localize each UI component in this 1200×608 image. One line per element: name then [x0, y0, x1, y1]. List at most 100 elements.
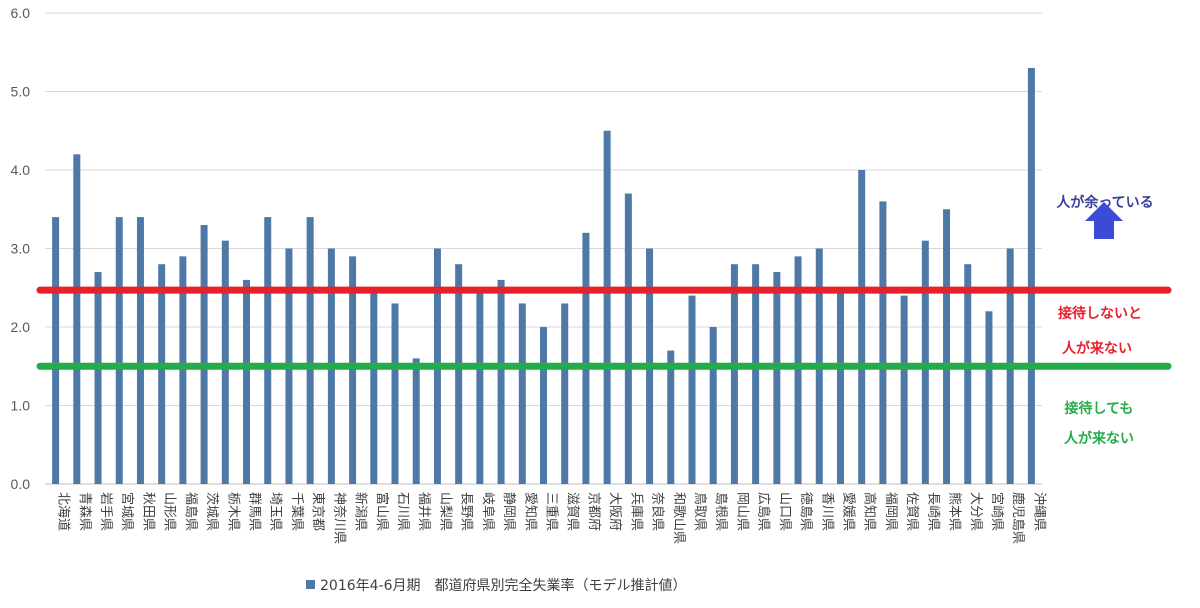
category-label: 高知県	[862, 492, 878, 531]
bar	[582, 232, 590, 484]
category-label: 青森県	[77, 492, 92, 531]
category-label: 和歌山県	[671, 492, 686, 544]
category-label: 大阪府	[607, 492, 622, 531]
category-label: 広島県	[756, 492, 771, 531]
category-label: 奈良県	[650, 492, 666, 531]
bar	[879, 201, 887, 484]
bar	[709, 327, 717, 484]
category-label: 福岡県	[883, 492, 898, 531]
bar	[900, 295, 908, 484]
category-label: 福島県	[183, 492, 198, 531]
category-label: 北海道	[56, 492, 71, 531]
bar	[412, 358, 420, 484]
bar	[476, 287, 484, 484]
category-label: 徳島県	[798, 492, 813, 531]
bar	[455, 264, 463, 484]
category-label: 栃木県	[225, 492, 240, 531]
bar	[158, 264, 166, 484]
category-label: 宮崎県	[989, 492, 1005, 531]
category-label: 山口県	[777, 492, 792, 531]
up-arrow-icon	[1085, 202, 1123, 239]
x-axis-category-labels: 北海道 青森県 岩手県 宮城県 秋田県 山形県 福島県 茨城県 栃木県 群馬県 埼玉県 千葉県 東京都神…	[56, 492, 1047, 544]
category-label: 京都府	[586, 492, 601, 531]
y-tick-label: 3.0	[11, 241, 31, 257]
bar	[836, 287, 844, 484]
category-label: 東京都	[310, 492, 326, 531]
y-axis-tick-labels: 0.0 1.0 2.0 3.0 4.0 5.0 6.0	[11, 5, 31, 492]
bar	[94, 272, 102, 484]
bar	[603, 130, 611, 484]
category-label: 岐阜県	[480, 492, 496, 531]
bar	[497, 279, 505, 484]
bar	[200, 224, 208, 484]
category-label: 静岡県	[501, 492, 516, 531]
category-label: 神奈川県	[331, 492, 346, 544]
category-label: 香川県	[819, 492, 834, 531]
category-label: 大分県	[968, 492, 983, 531]
bar	[730, 264, 738, 484]
bar	[306, 217, 314, 484]
annotation-green-line-2: 人が来ない	[1064, 430, 1134, 447]
y-tick-label: 0.0	[11, 476, 31, 492]
category-label: 群馬県	[247, 492, 262, 531]
category-label: 岩手県	[98, 492, 113, 531]
category-label: 山形県	[162, 492, 177, 531]
bar	[794, 256, 802, 484]
category-label: 岡山県	[734, 492, 749, 531]
category-label: 滋賀県	[565, 492, 580, 531]
category-label: 沖縄県	[1031, 492, 1046, 531]
category-label: 山梨県	[437, 492, 452, 531]
category-label: 佐賀県	[904, 492, 919, 531]
annotation-surplus: 人が余っている	[1056, 194, 1153, 211]
category-label: 富山県	[374, 492, 390, 531]
category-label: 長崎県	[925, 492, 940, 531]
category-label: 新潟県	[353, 492, 369, 531]
category-label: 鳥取県	[692, 492, 707, 531]
bar	[985, 311, 993, 484]
category-label: 三重県	[544, 492, 560, 531]
category-label: 宮城県	[119, 492, 135, 531]
y-tick-label: 5.0	[11, 84, 31, 100]
y-tick-label: 2.0	[11, 319, 31, 335]
y-tick-label: 4.0	[11, 162, 31, 178]
category-label: 福井県	[416, 492, 431, 531]
reference-lines	[36, 286, 1172, 370]
bar	[1027, 67, 1035, 484]
bar	[921, 240, 929, 484]
annotation-red-line-2: 人が来ない	[1062, 340, 1132, 357]
annotation-green-line-1: 接待しても	[1065, 400, 1134, 417]
y-tick-label: 1.0	[11, 398, 31, 414]
legend-swatch	[306, 580, 315, 589]
bar	[624, 193, 632, 485]
bar	[52, 217, 60, 484]
bar	[221, 240, 229, 484]
bar	[540, 327, 547, 484]
category-label: 愛知県	[522, 492, 538, 531]
category-label: 埼玉県	[268, 492, 283, 531]
bar	[370, 287, 378, 484]
bar	[667, 350, 675, 484]
bar	[264, 217, 272, 484]
category-label: 石川県	[395, 492, 410, 531]
category-label: 兵庫県	[628, 492, 643, 531]
bar	[561, 303, 569, 484]
bar	[243, 279, 251, 484]
category-label: 秋田県	[140, 492, 155, 531]
legend-label: 2016年4-6月期 都道府県別完全失業率（モデル推計値）	[320, 577, 687, 594]
bar	[115, 217, 123, 484]
bar	[391, 303, 399, 484]
category-label: 島根県	[713, 492, 728, 531]
bar	[752, 264, 760, 484]
category-label: 鹿児島県	[1010, 492, 1026, 544]
bar	[943, 209, 951, 484]
category-label: 茨城県	[204, 492, 219, 531]
y-tick-label: 6.0	[11, 5, 31, 21]
bar	[688, 295, 696, 484]
bars	[52, 67, 1035, 485]
category-label: 愛媛県	[840, 492, 855, 531]
category-label: 千葉県	[289, 492, 304, 531]
bar	[179, 256, 187, 484]
bar	[136, 217, 144, 484]
category-label: 熊本県	[947, 492, 963, 531]
